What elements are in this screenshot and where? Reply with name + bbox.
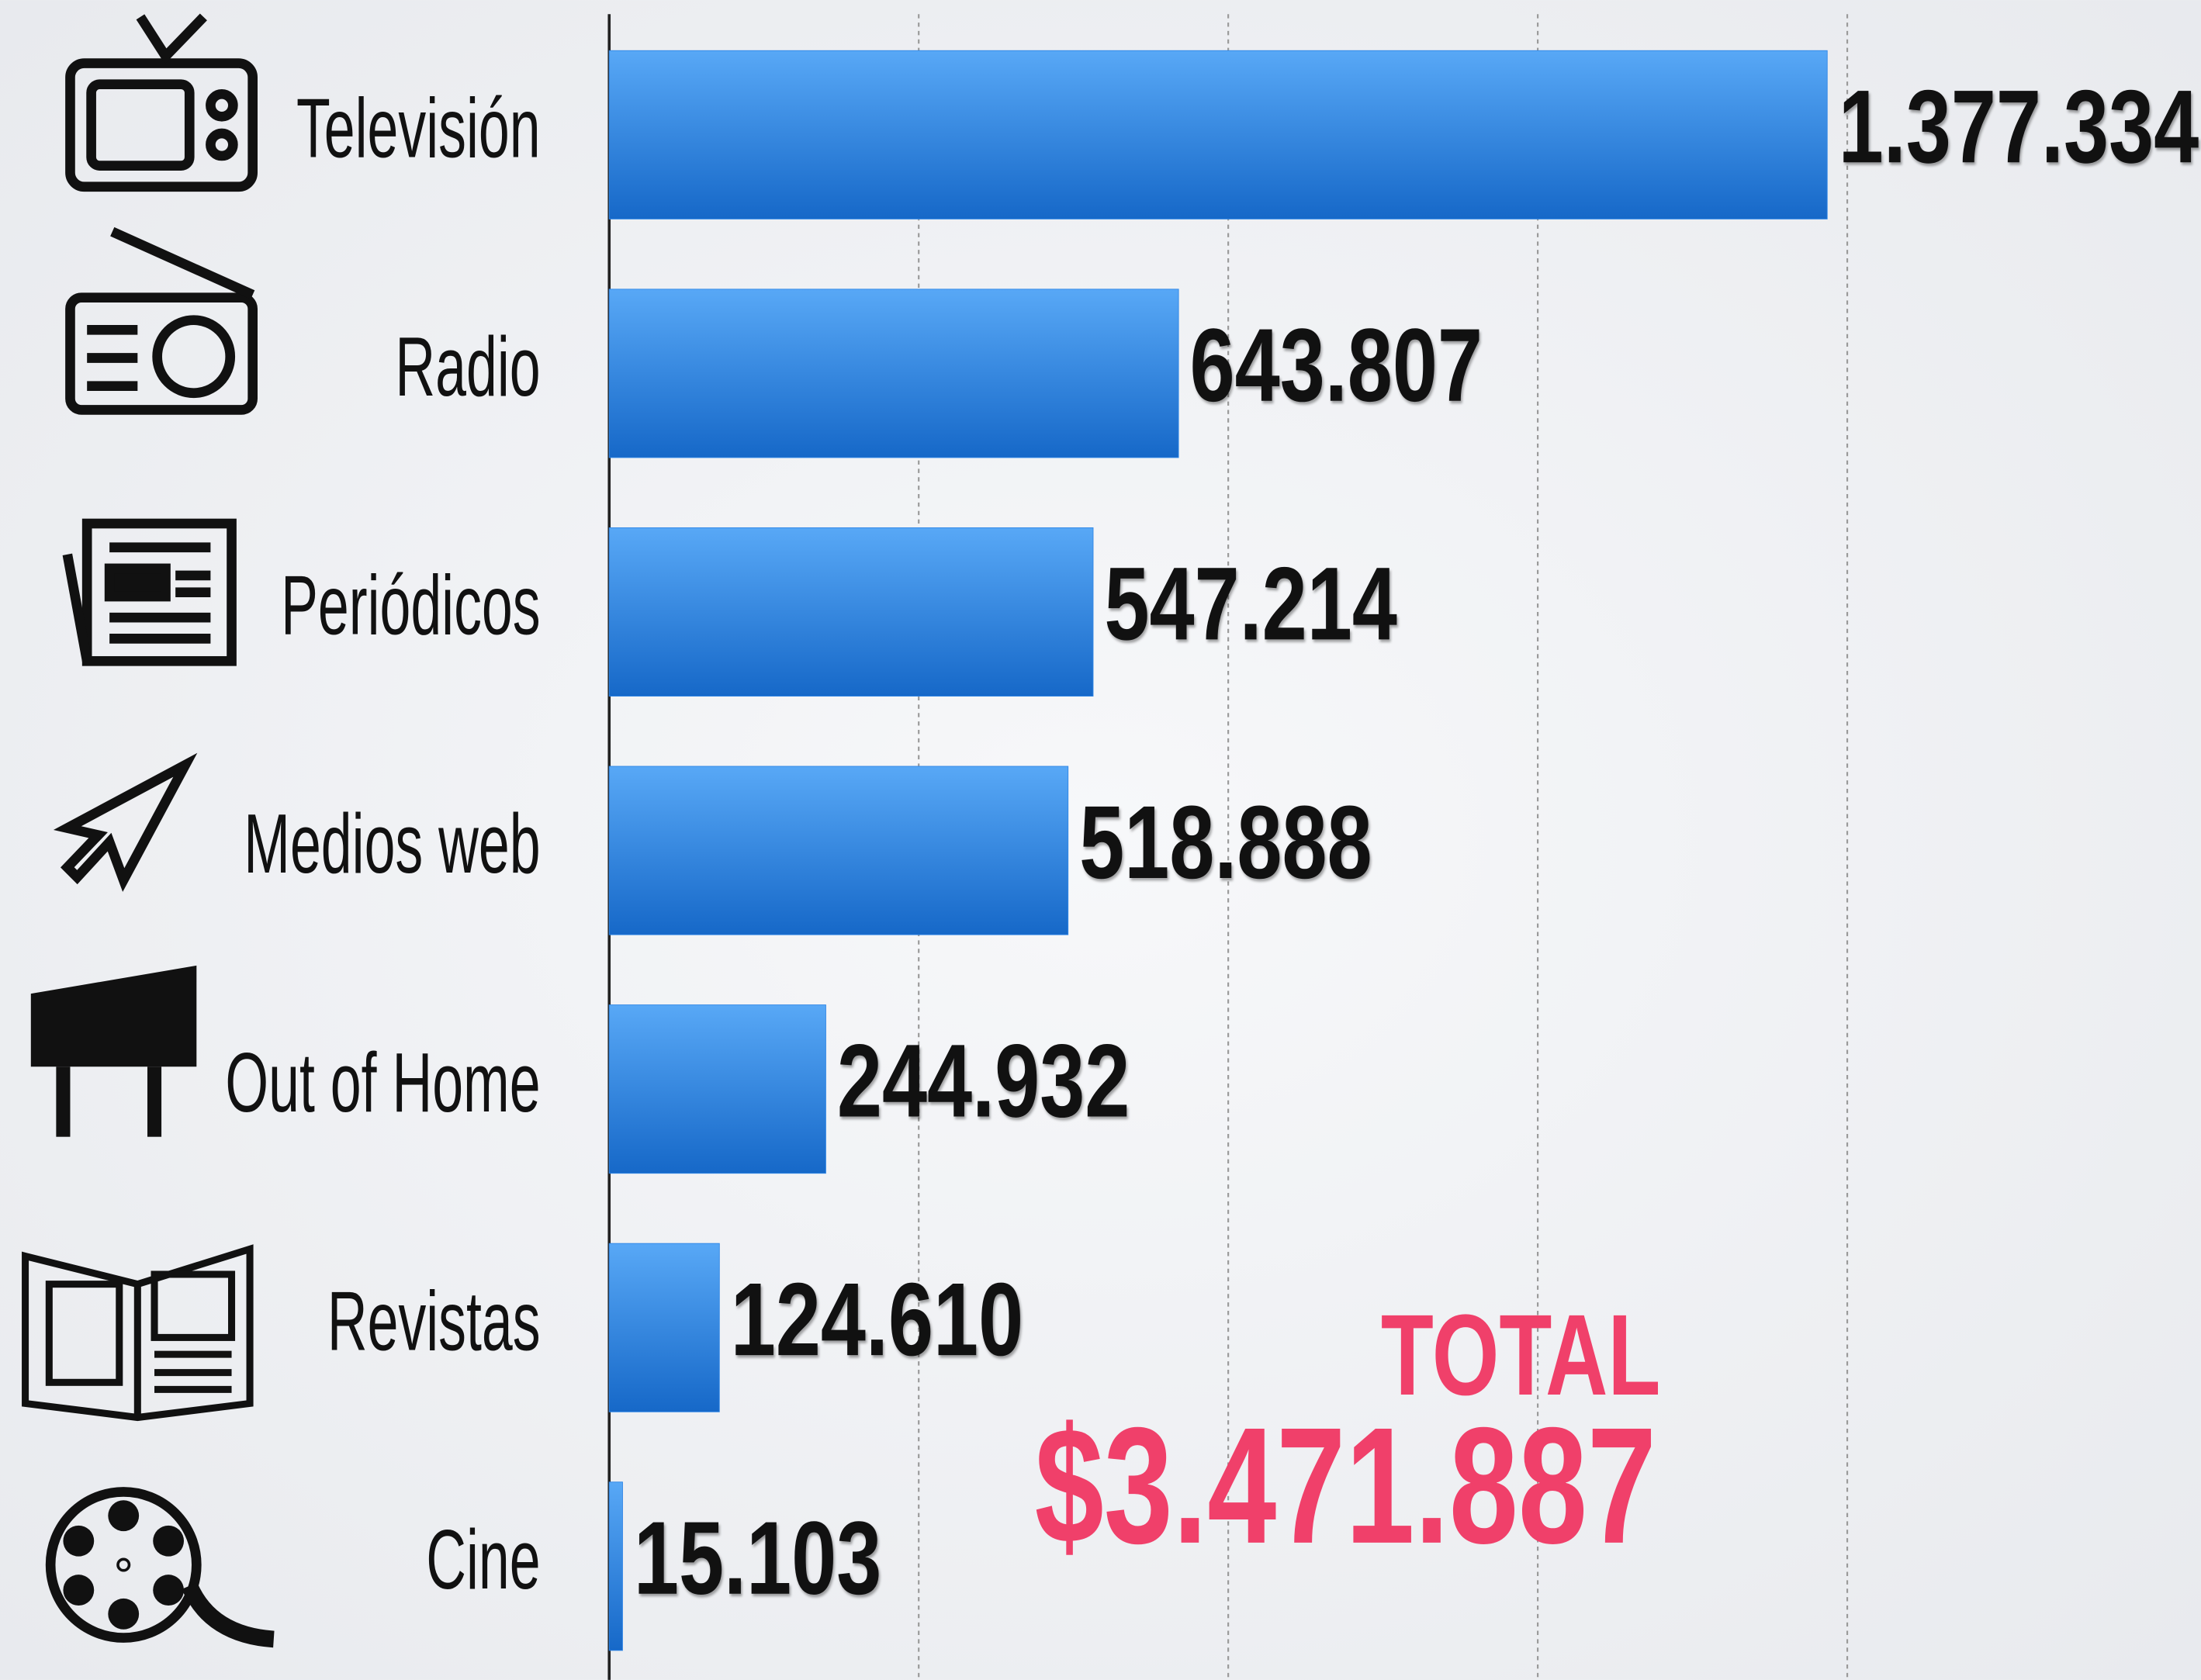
category-label: Medios web (244, 797, 540, 890)
bar (608, 1004, 826, 1174)
category-label: Televisión (296, 82, 541, 175)
value-label: 244.932 (837, 1023, 1130, 1139)
total-label-group: TOTAL (1381, 1290, 1661, 1419)
category-label-group: Periódicos (281, 559, 541, 652)
category-label-group: Medios web (244, 797, 540, 890)
value-label-group: 643.807 (1190, 307, 1483, 423)
magazine-icon (22, 1244, 254, 1422)
newspaper-icon (62, 518, 237, 666)
bar (608, 289, 1179, 458)
film-icon (45, 1487, 275, 1648)
category-label: Revistas (327, 1275, 541, 1368)
value-label: 124.610 (731, 1262, 1023, 1378)
total-label: TOTAL (1381, 1290, 1661, 1419)
value-label-group: 1.377.334 (1839, 69, 2199, 185)
value-label: 15.103 (634, 1500, 881, 1616)
value-label: 643.807 (1190, 307, 1483, 423)
category-label: Cine (426, 1513, 540, 1606)
value-label: 1.377.334 (1839, 69, 2199, 185)
category-label: Periódicos (281, 559, 541, 652)
bar (608, 1243, 720, 1412)
bar (608, 1481, 623, 1651)
billboard-icon (30, 965, 197, 1137)
category-label: Radio (395, 320, 540, 413)
value-label-group: 15.103 (634, 1500, 881, 1616)
category-label-group: Revistas (327, 1275, 541, 1368)
value-label: 547.214 (1104, 546, 1397, 662)
value-label: 518.888 (1079, 785, 1372, 900)
category-label-group: Televisión (296, 82, 541, 175)
icons (22, 13, 275, 1648)
category-label-group: Out of Home (225, 1036, 540, 1129)
category-label-group: Cine (426, 1513, 540, 1606)
value-label-group: 518.888 (1079, 785, 1372, 900)
bar (608, 766, 1069, 935)
total-value: $3.471.887 (1035, 1392, 1656, 1578)
tv-icon (65, 13, 258, 192)
radio-icon (65, 226, 258, 415)
total-value-group: $3.471.887 (1035, 1392, 1656, 1578)
bar (608, 50, 1828, 220)
bar (608, 527, 1094, 697)
value-label-group: 244.932 (837, 1023, 1130, 1139)
cursor-icon (53, 752, 198, 892)
category-label-group: Radio (395, 320, 540, 413)
value-label-group: 547.214 (1104, 546, 1397, 662)
value-label-group: 124.610 (731, 1262, 1023, 1378)
category-label: Out of Home (225, 1036, 540, 1129)
bars: Televisión 1.377.334 Radio 643.807 Periódico… (225, 50, 2199, 1651)
